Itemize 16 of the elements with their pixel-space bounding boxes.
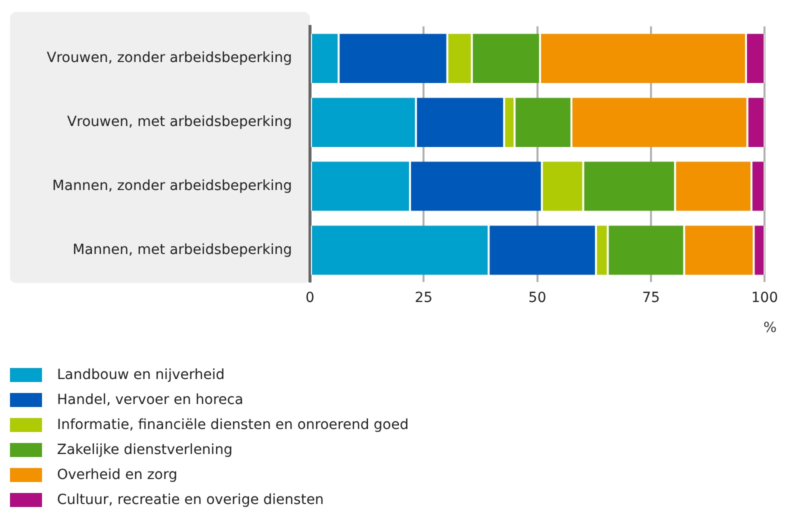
legend-label: Handel, vervoer en horeca (57, 392, 244, 408)
y-tick-label: Vrouwen, zonder arbeidsbeperking (46, 50, 292, 66)
legend-label: Zakelijke dienstverlening (57, 442, 232, 458)
legend-label: Informatie, financiële diensten en onroerend goed (57, 416, 409, 432)
legend-label: Cultuur, recreatie en overige diensten (57, 492, 324, 508)
x-tick-label: 0 (306, 290, 314, 306)
legend-label: Overheid en zorg (57, 466, 178, 482)
y-tick-label: Mannen, zonder arbeidsbeperking (52, 178, 292, 194)
y-tick-label: Vrouwen, met arbeidsbeperking (67, 114, 292, 130)
x-tick-label: 50 (528, 290, 546, 306)
x-tick-label: 75 (642, 290, 660, 306)
x-axis-title: % (762, 320, 778, 336)
x-tick-label: 100 (751, 290, 778, 306)
legend-label: Landbouw en nijverheid (57, 366, 225, 382)
y-tick-label: Mannen, met arbeidsbeperking (72, 242, 292, 258)
x-tick-label: 25 (414, 290, 433, 306)
